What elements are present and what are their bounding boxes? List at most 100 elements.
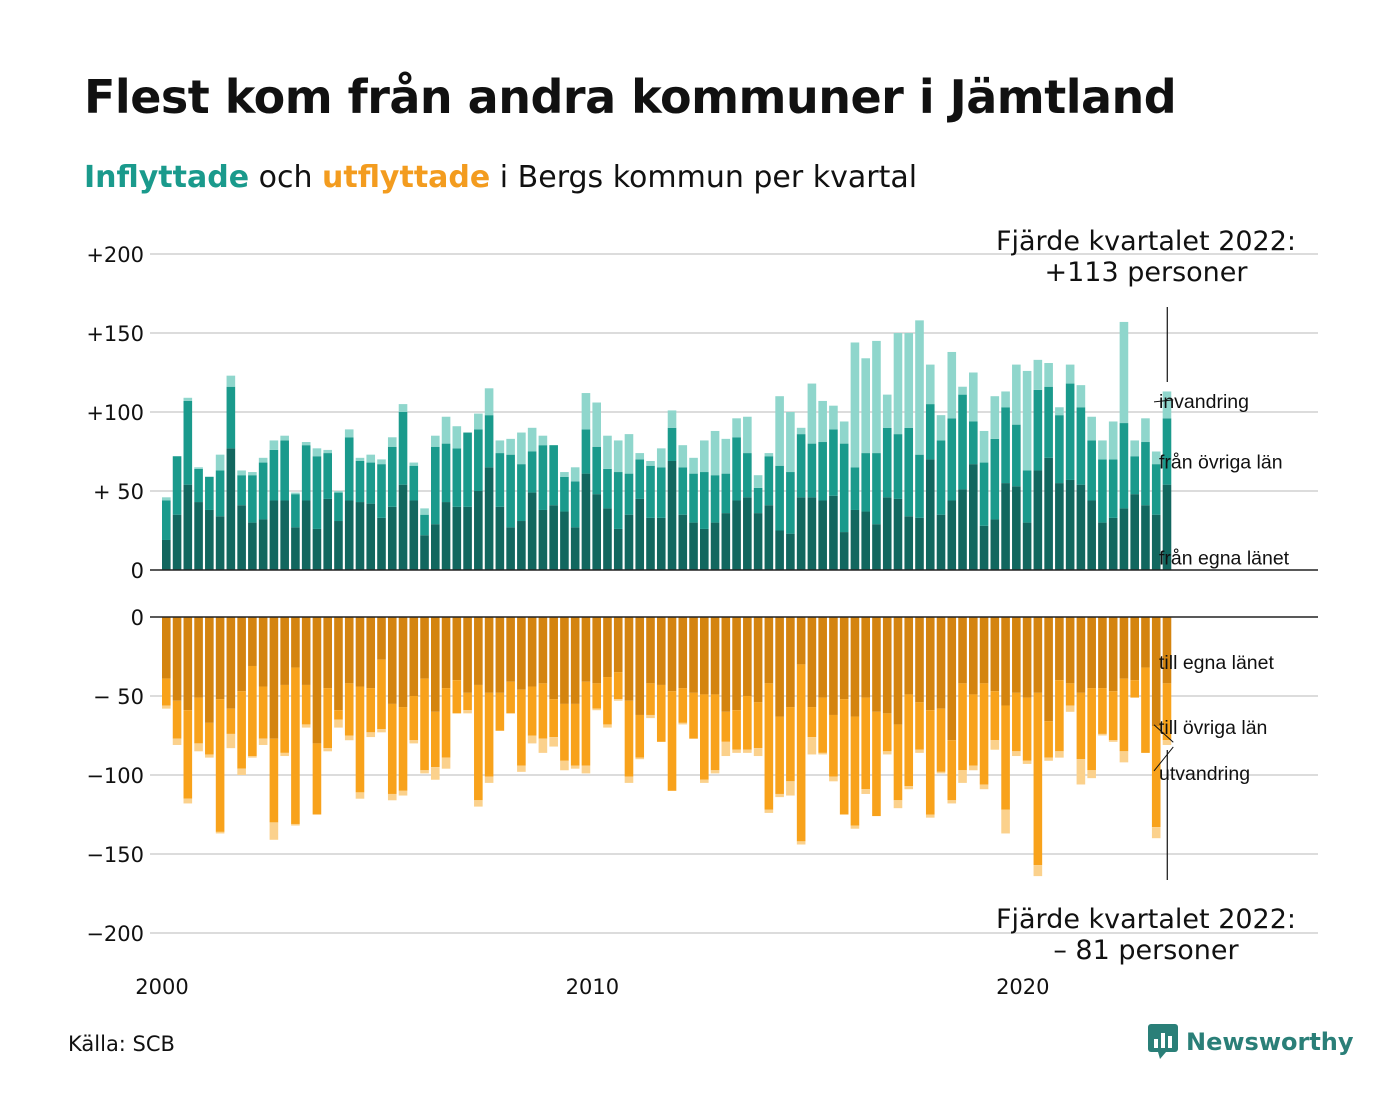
outflow-bar-segment xyxy=(861,789,870,794)
outflow-bar-segment xyxy=(732,710,741,750)
outflow-bar-segment xyxy=(431,711,440,768)
inflow-bar-segment xyxy=(215,470,225,517)
outflow-bar-segment xyxy=(506,681,515,714)
inflow-bar-segment xyxy=(463,506,472,570)
inflow-bar-segment xyxy=(818,500,827,570)
outflow-bar-segment xyxy=(1098,617,1107,689)
inflow-bar-segment xyxy=(1119,508,1129,570)
inflow-bar-segment xyxy=(1033,389,1043,471)
outflow-bar-segment xyxy=(334,617,343,711)
outflow-bar-segment xyxy=(1162,683,1172,741)
inflow-bar-segment xyxy=(839,532,849,570)
inflow-bar-segment xyxy=(269,440,279,450)
outflow-bar-segment xyxy=(334,710,343,720)
outflow-bar-segment xyxy=(269,738,279,823)
inflow-bar-segment xyxy=(495,440,505,454)
outflow-bar-segment xyxy=(420,678,429,771)
outflow-bar-segment xyxy=(560,703,569,761)
outflow-bar-segment xyxy=(495,617,505,693)
outflow-bar-segment xyxy=(1151,726,1161,828)
inflow-bar-segment xyxy=(969,421,978,465)
outflow-bar-segment xyxy=(603,617,612,678)
inflow-bar-segment xyxy=(538,445,548,510)
outflow-bar-segment xyxy=(624,700,634,777)
outflow-bar-segment xyxy=(194,617,203,698)
inflow-bar-segment xyxy=(387,437,397,447)
inflow-bar-segment xyxy=(958,386,967,395)
outflow-bar-segment xyxy=(162,617,171,679)
inflow-bar-segment xyxy=(269,500,279,570)
inflow-bar-segment xyxy=(1151,514,1161,570)
outflow-bar-segment xyxy=(301,617,311,685)
inflow-bar-segment xyxy=(226,375,236,387)
inflow-bar-segment xyxy=(474,413,483,430)
inflow-bar-segment xyxy=(269,449,279,501)
inflow-bars xyxy=(162,320,1172,570)
outflow-bar-segment xyxy=(710,694,720,771)
inflow-bar-segment xyxy=(700,528,709,570)
outflow-bar-segment xyxy=(969,765,978,771)
inflow-bar-segment xyxy=(1033,359,1043,390)
inflow-bar-segment xyxy=(344,437,354,501)
inflow-bar-segment xyxy=(721,473,731,514)
outflow-bar-segment xyxy=(452,680,462,714)
outflow-bar-segment xyxy=(366,688,376,733)
outflow-bar-segment xyxy=(1022,617,1032,698)
outflow-bar-segment xyxy=(753,748,763,757)
inflow-bar-segment xyxy=(592,402,601,447)
outflow-bar-segment xyxy=(882,617,892,714)
inflow-bar-segment xyxy=(764,505,774,570)
inflow-bar-segment xyxy=(882,497,892,570)
outflow-bar-segment xyxy=(474,617,483,685)
outflow-bar-segment xyxy=(538,738,548,753)
outflow-bar-segment xyxy=(732,617,741,711)
inflow-bar-segment xyxy=(1044,363,1053,387)
outflow-bar-segment xyxy=(366,732,376,738)
inflow-bar-segment xyxy=(1087,500,1096,570)
inflow-bar-segment xyxy=(1098,522,1107,570)
outflow-bar-segment xyxy=(398,617,408,708)
outflow-bar-segment xyxy=(581,681,591,766)
top-annotation-text: +113 personer xyxy=(1044,257,1248,288)
inflow-bar-segment xyxy=(1087,440,1096,501)
inflow-bar-segment xyxy=(162,539,171,570)
outflow-bar-segment xyxy=(646,617,655,684)
outflow-bar-segment xyxy=(796,617,806,665)
outflow-bar-segment xyxy=(743,696,752,750)
inflow-bar-segment xyxy=(420,514,429,536)
outflow-bar-segment xyxy=(807,617,817,708)
outflow-bar-segment xyxy=(796,664,806,842)
outflow-bar-segment xyxy=(549,617,558,700)
outflow-bar-segment xyxy=(258,738,268,745)
outflow-bar-segment xyxy=(979,683,989,785)
inflow-bar-segment xyxy=(366,503,376,570)
inflow-bar-segment xyxy=(1087,416,1096,441)
inflow-bar-segment xyxy=(1065,383,1075,480)
outflow-bar-segment xyxy=(301,724,311,728)
bottom-ytick-label: − 50 xyxy=(93,685,144,709)
outflow-bar-segment xyxy=(764,617,774,684)
inflow-bar-segment xyxy=(646,517,655,570)
outflow-bar-segment xyxy=(979,617,989,684)
subtitle-rest: i Bergs kommun per kvartal xyxy=(490,160,918,195)
inflow-bar-segment xyxy=(850,467,860,510)
source-note: Källa: SCB xyxy=(68,1032,175,1056)
outflow-bar-segment xyxy=(570,617,580,704)
inflow-bar-segment xyxy=(624,514,634,570)
outflow-bar-segment xyxy=(248,617,257,666)
outflow-bar-segment xyxy=(786,781,795,796)
inflow-bar-segment xyxy=(753,487,763,514)
outflow-bar-segment xyxy=(215,617,225,700)
inflow-bar-segment xyxy=(710,522,720,570)
inflow-bar-segment xyxy=(291,492,300,495)
outflow-bar-segment xyxy=(936,771,946,774)
inflow-bar-segment xyxy=(667,460,677,570)
inflow-bar-segment xyxy=(689,522,698,570)
outflow-bar-segment xyxy=(635,757,645,760)
outflow-bar-segment xyxy=(355,792,365,799)
outflow-bar-segment xyxy=(183,798,193,804)
outflow-bar-segment xyxy=(721,741,731,757)
inflow-bar-segment xyxy=(409,465,419,501)
inflow-bar-segment xyxy=(323,498,332,570)
inflow-bar-segment xyxy=(915,517,924,570)
